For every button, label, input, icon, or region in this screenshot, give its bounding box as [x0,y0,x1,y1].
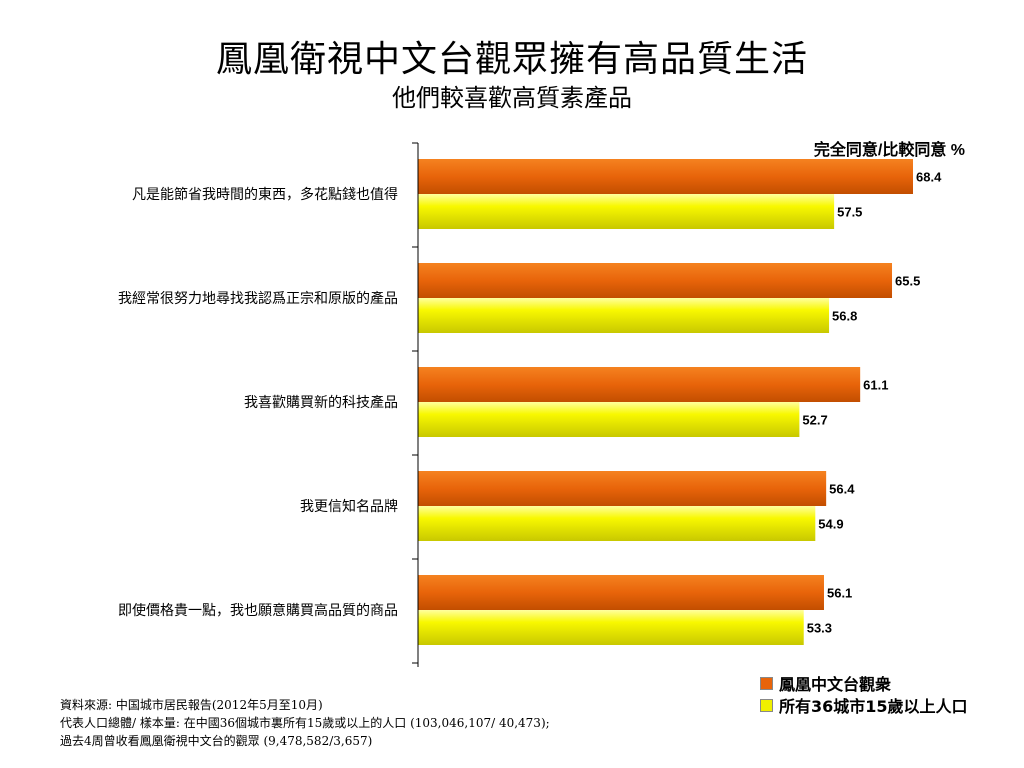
legend: 鳳凰中文台觀衆 所有36城市15歲以上人口 [760,672,968,716]
data-label: 65.5 [895,274,920,289]
category-label: 我喜歡購買新的科技產品 [244,394,398,411]
bar-phoenix [418,367,861,402]
bar-all-cities [418,610,804,645]
bar-phoenix [418,471,827,506]
category-label: 我更信知名品牌 [300,498,398,515]
bar-phoenix [418,159,913,194]
bar-all-cities [418,402,800,437]
bar-all-cities [418,506,816,541]
legend-label: 鳳凰中文台觀衆 [779,675,892,694]
category-label: 即使價格貴一點，我也願意購買高品質的商品 [118,602,398,619]
unit-label: 完全同意/比較同意 % [813,142,965,159]
bar-phoenix [418,263,893,298]
data-label: 54.9 [818,517,843,532]
legend-item: 所有36城市15歲以上人口 [760,694,968,716]
data-label: 61.1 [863,378,888,393]
data-label: 56.1 [827,586,852,601]
category-label: 我經常很努力地尋找我認爲正宗和原版的產品 [118,290,398,307]
bar-all-cities [418,298,830,333]
legend-label: 所有36城市15歲以上人口 [779,697,968,716]
bar-all-cities [418,194,835,229]
chart-subtitle: 他們較喜歡高質素產品 [392,84,632,112]
data-label: 53.3 [807,621,832,636]
data-label: 56.4 [829,482,855,497]
source-line: 過去4周曾收看鳳凰衛視中文台的觀眾 (9,478,582/3,657) [60,734,373,748]
data-label: 56.8 [832,309,857,324]
source-line: 資料來源: 中国城市居民報告(2012年5月至10月) [60,698,323,712]
bar-phoenix [418,575,824,610]
legend-item: 鳳凰中文台觀衆 [760,672,968,694]
source-line: 代表人口總體/ 樣本量: 在中國36個城市裏所有15歲或以上的人口 (103,0… [60,716,550,730]
data-label: 52.7 [802,413,827,428]
chart-title: 鳳凰衛視中文台觀眾擁有高品質生活 [215,39,808,80]
data-label: 68.4 [916,170,942,185]
category-label: 凡是能節省我時間的東西，多花點錢也值得 [132,186,398,203]
source-note: 資料來源: 中国城市居民報告(2012年5月至10月) 代表人口總體/ 樣本量:… [60,696,550,750]
legend-swatch-yellow [760,698,773,712]
legend-swatch-orange [760,676,773,690]
data-label: 57.5 [837,205,862,220]
